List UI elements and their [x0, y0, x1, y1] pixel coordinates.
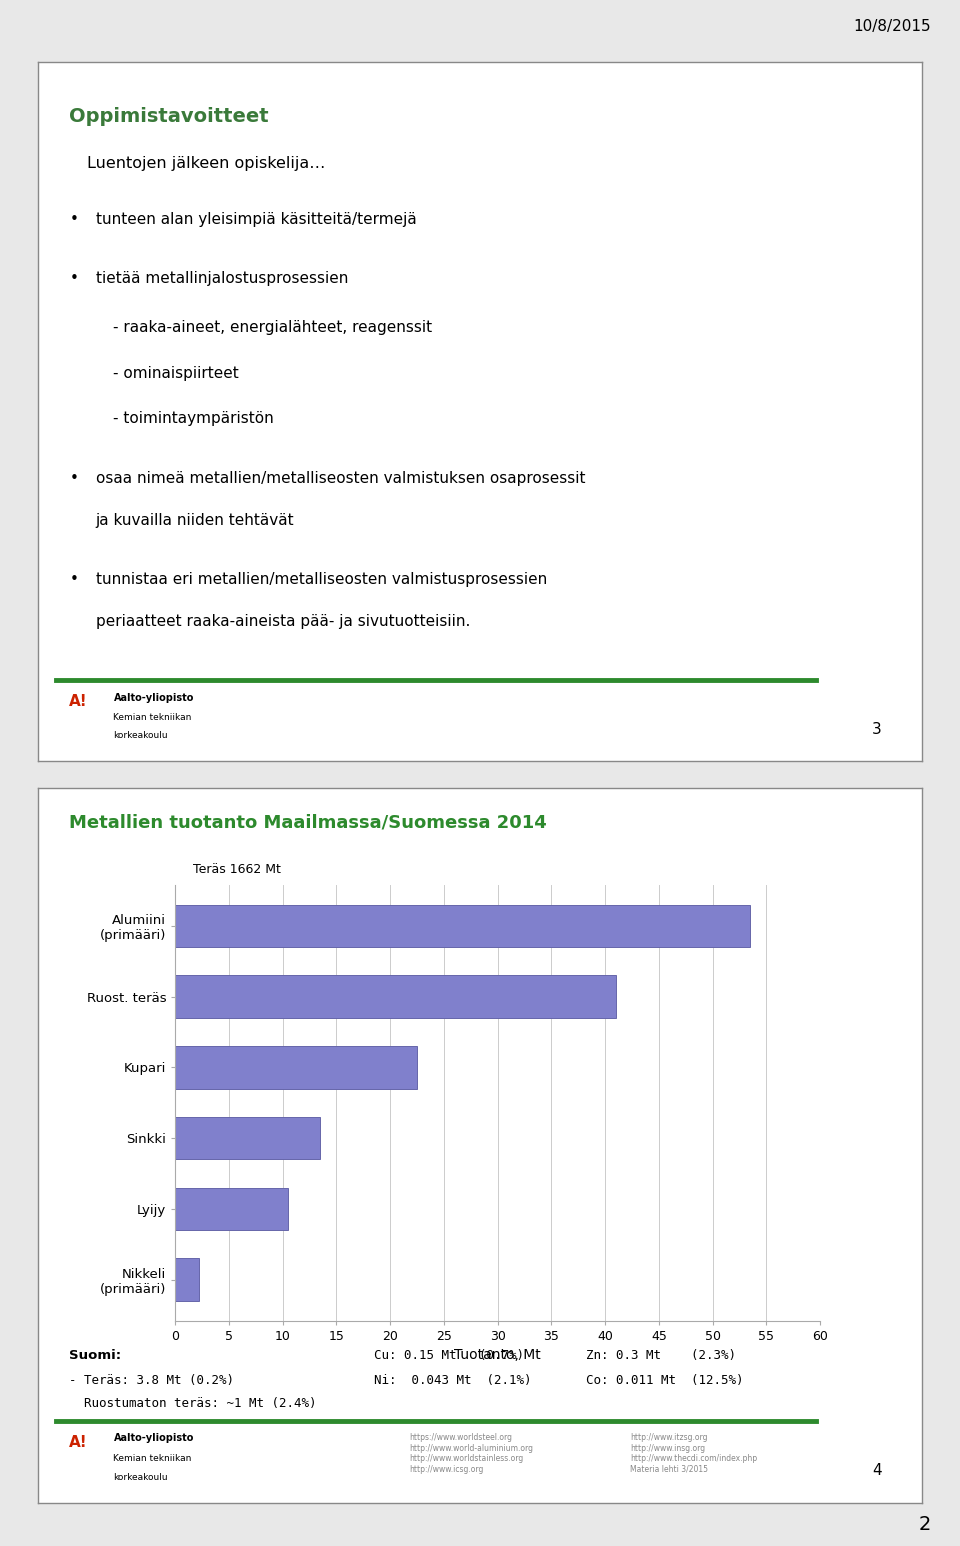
Text: Oppimistavoitteet: Oppimistavoitteet	[69, 107, 269, 127]
Bar	[176, 1187, 288, 1231]
Text: https://www.worldsteel.org
http://www.world-aluminium.org
http://www.worldstainl: https://www.worldsteel.org http://www.wo…	[409, 1433, 534, 1473]
Text: Kemian tekniikan: Kemian tekniikan	[113, 1455, 192, 1463]
Text: A!: A!	[69, 694, 88, 710]
Text: 2: 2	[919, 1515, 931, 1534]
Bar	[176, 904, 750, 948]
Bar	[176, 1258, 199, 1300]
Text: Metallien tuotanto Maailmassa/Suomessa 2014: Metallien tuotanto Maailmassa/Suomessa 2…	[69, 813, 547, 832]
Text: ja kuvailla niiden tehtävät: ja kuvailla niiden tehtävät	[96, 513, 295, 527]
X-axis label: Tuotanto, Mt: Tuotanto, Mt	[454, 1348, 541, 1362]
Text: korkeakoulu: korkeakoulu	[113, 1473, 168, 1481]
Text: Cu: 0.15 Mt   (0.7%): Cu: 0.15 Mt (0.7%)	[374, 1350, 524, 1362]
Text: Zn: 0.3 Mt    (2.3%): Zn: 0.3 Mt (2.3%)	[586, 1350, 736, 1362]
Text: •: •	[69, 272, 78, 286]
Text: Co: 0.011 Mt  (12.5%): Co: 0.011 Mt (12.5%)	[586, 1374, 743, 1387]
Text: 4: 4	[873, 1464, 882, 1478]
Bar	[176, 1116, 321, 1160]
Text: http://www.itzsg.org
http://www.insg.org
http://www.thecdi.com/index.php
Materia: http://www.itzsg.org http://www.insg.org…	[630, 1433, 757, 1473]
Text: Suomi:: Suomi:	[69, 1350, 121, 1362]
Text: •: •	[69, 212, 78, 227]
Text: Teräs 1662 Mt: Teräs 1662 Mt	[193, 864, 281, 877]
Text: 3: 3	[872, 722, 882, 737]
Text: A!: A!	[69, 1435, 88, 1450]
Text: •: •	[69, 470, 78, 485]
Text: Aalto-yliopisto: Aalto-yliopisto	[113, 1433, 194, 1444]
Text: - ominaispiirteet: - ominaispiirteet	[113, 366, 239, 380]
Text: Ruostumaton teräs: ~1 Mt (2.4%): Ruostumaton teräs: ~1 Mt (2.4%)	[69, 1398, 317, 1410]
Text: tunteen alan yleisimpiä käsitteitä/termejä: tunteen alan yleisimpiä käsitteitä/terme…	[96, 212, 417, 227]
Bar	[176, 976, 616, 1017]
Bar	[176, 1047, 417, 1088]
Text: - raaka-aineet, energialähteet, reagenssit: - raaka-aineet, energialähteet, reagenss…	[113, 320, 433, 335]
Text: osaa nimeä metallien/metalliseosten valmistuksen osaprosessit: osaa nimeä metallien/metalliseosten valm…	[96, 470, 586, 485]
Text: periaatteet raaka-aineista pää- ja sivutuotteisiin.: periaatteet raaka-aineista pää- ja sivut…	[96, 614, 470, 629]
Text: tietää metallinjalostusprosessien: tietää metallinjalostusprosessien	[96, 272, 348, 286]
Text: Kemian tekniikan: Kemian tekniikan	[113, 713, 192, 722]
Text: Ni:  0.043 Mt  (2.1%): Ni: 0.043 Mt (2.1%)	[374, 1374, 532, 1387]
Text: - Teräs: 3.8 Mt (0.2%): - Teräs: 3.8 Mt (0.2%)	[69, 1374, 234, 1387]
Text: - toimintaympäristön: - toimintaympäristön	[113, 411, 275, 427]
Text: Luentojen jälkeen opiskelija…: Luentojen jälkeen opiskelija…	[87, 156, 325, 172]
Text: •: •	[69, 572, 78, 587]
Text: Aalto-yliopisto: Aalto-yliopisto	[113, 693, 194, 703]
Text: 10/8/2015: 10/8/2015	[853, 19, 931, 34]
Text: korkeakoulu: korkeakoulu	[113, 731, 168, 741]
Text: tunnistaa eri metallien/metalliseosten valmistusprosessien: tunnistaa eri metallien/metalliseosten v…	[96, 572, 547, 587]
